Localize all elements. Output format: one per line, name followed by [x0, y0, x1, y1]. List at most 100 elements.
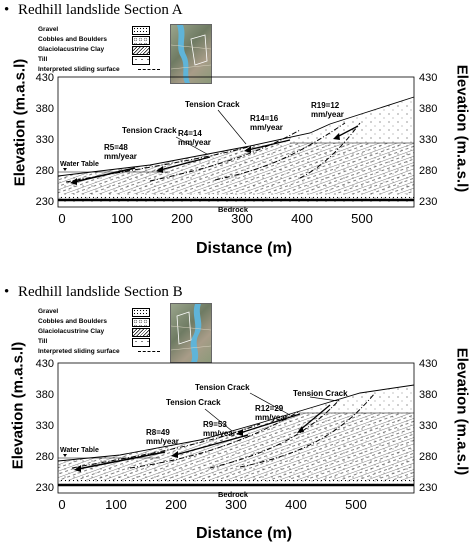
section-b-tension-crack-pointer-3	[309, 396, 339, 402]
section-b-tension-crack-pointer-2	[249, 392, 291, 416]
section-a-y-ticks: 430 380 330 280 230	[36, 72, 54, 208]
section-b-title: Redhill landslide Section B	[18, 284, 183, 300]
y-tick-right: 280	[419, 165, 437, 177]
section-a-clay-layer	[58, 143, 414, 194]
section-a-r4-unit: mm/year	[178, 138, 211, 147]
y-tick-right: 230	[419, 482, 437, 494]
section-a-x-axis-label: Distance (m)	[196, 240, 293, 257]
x-tick: 300	[225, 497, 247, 512]
arrow-head-icon	[244, 146, 251, 153]
section-b-arrow-extra	[239, 413, 301, 434]
legend-gravel-label: Gravel	[38, 308, 59, 315]
legend-till-label: Till	[38, 56, 48, 63]
section-b-bedrock-label: Bedrock	[218, 490, 249, 499]
x-tick: 100	[105, 497, 127, 512]
legend-clay-label: Glaciolacustrine Clay	[38, 46, 105, 53]
y-tick: 230	[36, 196, 54, 208]
y-tick-right: 430	[419, 358, 437, 370]
section-b-r9-unit: mm/year	[203, 429, 236, 438]
section-a-title: Redhill landslide Section A	[18, 2, 183, 18]
section-a-tension-crack-pointer-2	[217, 109, 247, 145]
section-b-y-ticks: 430 380 330 280 230	[36, 358, 54, 494]
section-b-tension-crack-label-2: Tension Crack	[195, 383, 250, 392]
section-a-sliding-surface-4	[299, 122, 361, 179]
legend-sliding-line	[138, 69, 160, 70]
section-b-r12-unit: mm/year	[255, 413, 288, 422]
section-b-sliding-surface-4	[239, 392, 376, 468]
x-tick: 0	[58, 497, 65, 512]
y-tick: 430	[36, 358, 54, 370]
legend-gravel-swatch	[132, 26, 150, 35]
section-a-x-ticks: 0 100 200 300 400 500	[58, 211, 372, 226]
section-a-r4-label: R4=14	[178, 129, 202, 138]
section-b-r8-unit: mm/year	[146, 437, 179, 446]
section-a-r5-label: R5=48	[104, 143, 128, 152]
section-b-sliding-surface-2	[129, 410, 301, 469]
y-tick-right: 330	[419, 134, 437, 146]
arrow-head-icon	[333, 133, 340, 140]
section-a-title-row: • Redhill landslide Section A	[4, 2, 183, 19]
x-tick: 500	[351, 211, 373, 226]
section-a-r14-label: R14=16	[250, 114, 279, 123]
section-a-arrow-r5	[73, 167, 136, 183]
section-b-x-ticks: 0 100 200 300 400 500	[58, 497, 366, 512]
section-a-y-ticks-right: 430 380 330 280 230	[419, 72, 437, 208]
legend-sliding-label: Interpreted sliding surface	[38, 348, 120, 355]
site-map-thumbnail	[170, 303, 212, 363]
legend-sliding-label: Interpreted sliding surface	[38, 66, 120, 73]
legend-gravel-swatch	[132, 308, 150, 317]
section-b-ground-surface	[57, 384, 415, 462]
section-a-arrow-r4	[159, 156, 211, 171]
legend-gravel-label: Gravel	[38, 26, 59, 33]
arrow-head-icon	[297, 426, 304, 433]
section-b-arrow-r8	[77, 451, 166, 470]
section-a-ground-surface	[57, 96, 415, 177]
water-table-icon	[63, 168, 67, 171]
section-a-sliding-surface-3	[214, 122, 346, 181]
y-tick-right: 380	[419, 389, 437, 401]
legend-clay-swatch	[132, 328, 150, 337]
section-b-y-ticks-right: 430 380 330 280 230	[419, 358, 437, 494]
y-tick-right: 230	[419, 196, 437, 208]
x-tick: 400	[285, 497, 307, 512]
section-b-r9-label: R9=53	[203, 420, 227, 429]
section-a-tension-crack-label-1: Tension Crack	[122, 126, 177, 135]
y-tick-right: 430	[419, 72, 437, 84]
section-b-arrow-r9	[174, 434, 249, 456]
section-a-r19-label: R19=12	[311, 101, 340, 110]
x-tick: 400	[291, 211, 313, 226]
section-a-water-table-label: Water Table	[60, 161, 99, 168]
x-tick: 200	[165, 497, 187, 512]
y-tick: 330	[36, 134, 54, 146]
legend-cobbles-label: Cobbles and Boulders	[38, 318, 107, 325]
bullet-dot-icon: •	[4, 284, 10, 300]
arrow-head-icon	[156, 166, 163, 173]
legend-till-label: Till	[38, 338, 48, 345]
section-a-arrow-r14	[247, 139, 291, 151]
section-b-sliding-surface-3	[209, 398, 341, 469]
section-a-r5-unit: mm/year	[104, 152, 137, 161]
section-b-arrow-r12	[299, 404, 331, 431]
section-b-tension-crack-pointer-1	[204, 408, 233, 432]
section-b-title-row: • Redhill landslide Section B	[4, 284, 183, 301]
bullet-dot-icon: •	[4, 2, 10, 18]
legend-sliding-line	[138, 351, 160, 352]
section-b-clay-layer	[58, 413, 414, 480]
section-b-r8-label: R8=49	[146, 428, 170, 437]
y-tick-right: 380	[419, 103, 437, 115]
y-tick: 380	[36, 389, 54, 401]
section-b-tension-crack-label-1: Tension Crack	[166, 398, 221, 407]
y-tick-right: 280	[419, 451, 437, 463]
legend-till-swatch	[132, 56, 150, 65]
section-a-gravel-layer	[58, 194, 414, 200]
section-b-legend: Gravel Cobbles and Boulders Glaciolacust…	[38, 308, 168, 355]
section-a-sliding-surface-2	[149, 129, 301, 182]
y-tick: 280	[36, 451, 54, 463]
section-a-cross-section: Tension Crack Tension Crack R5=48 mm/yea…	[36, 72, 438, 226]
y-tick: 280	[36, 165, 54, 177]
arrow-head-icon	[236, 429, 243, 436]
legend-cobbles-swatch	[132, 318, 150, 327]
x-tick: 200	[171, 211, 193, 226]
section-a-r14-unit: mm/year	[250, 123, 283, 132]
x-tick: 300	[231, 211, 253, 226]
